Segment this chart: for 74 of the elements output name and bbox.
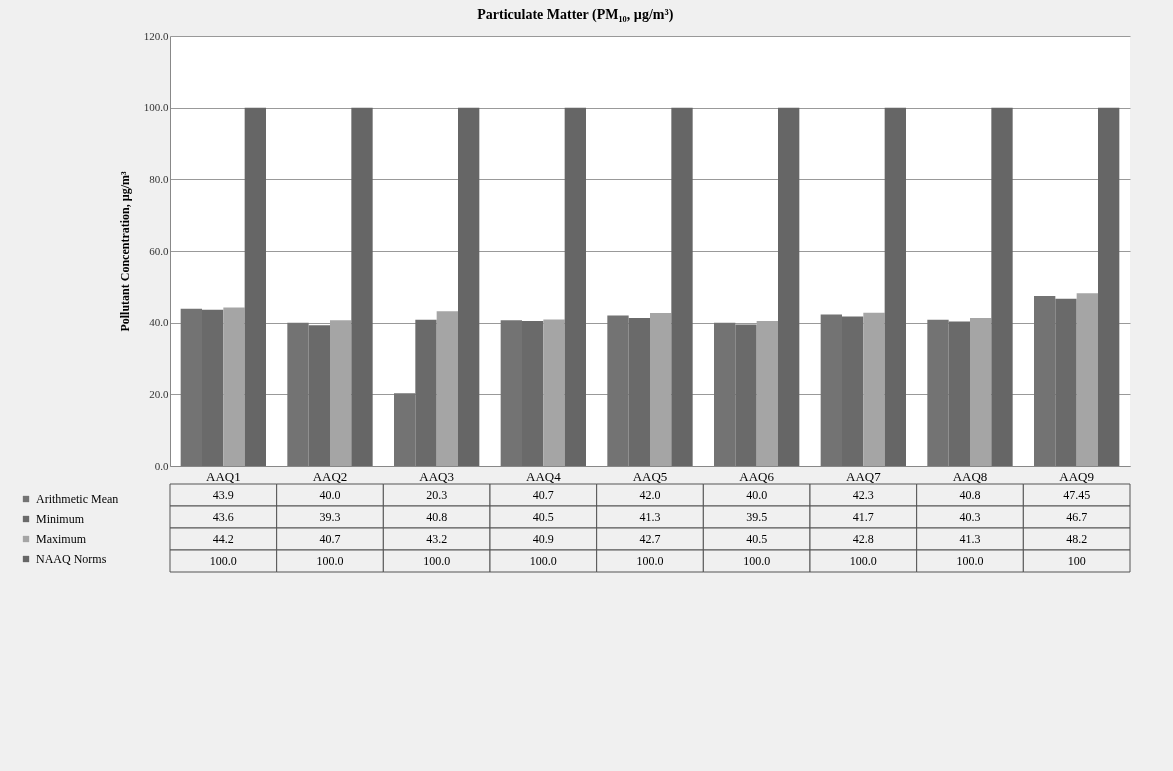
data-label: 41.3 <box>959 532 981 546</box>
bar <box>991 107 1013 466</box>
y-tick-label: 20.0 <box>149 387 169 400</box>
bar <box>458 107 480 466</box>
bar <box>223 307 245 466</box>
legend-label: Arithmetic Mean <box>36 492 119 506</box>
bar <box>564 107 586 466</box>
data-label: 40.9 <box>532 532 554 546</box>
data-label: 100.0 <box>529 554 557 568</box>
data-label: 100.0 <box>956 554 984 568</box>
y-tick-label: 40.0 <box>149 316 169 329</box>
data-label: 100.0 <box>423 554 451 568</box>
data-label: 39.5 <box>746 510 768 524</box>
bar <box>1076 293 1098 466</box>
data-label: 40.5 <box>532 510 554 524</box>
data-label: 40.0 <box>746 488 768 502</box>
x-tick-label: AAQ2 <box>312 468 348 484</box>
data-label: 40.0 <box>319 488 341 502</box>
x-tick-label: AAQ9 <box>1059 468 1094 484</box>
y-tick-label: 120.0 <box>143 29 169 42</box>
bar <box>863 312 885 466</box>
data-label: 42.8 <box>852 532 874 546</box>
bar <box>543 319 565 466</box>
x-tick-label: AAQ5 <box>632 468 668 484</box>
data-label: 100.0 <box>743 554 771 568</box>
data-label: 41.3 <box>639 510 661 524</box>
bar <box>244 107 266 466</box>
x-tick-label: AAQ4 <box>526 468 562 484</box>
data-label: 20.3 <box>426 488 448 502</box>
data-label: 43.9 <box>212 488 234 502</box>
data-label: 42.0 <box>639 488 661 502</box>
data-label: 100.0 <box>316 554 344 568</box>
x-tick-label: AAQ8 <box>952 468 988 484</box>
data-label: 100 <box>1067 554 1086 568</box>
x-tick-label: AAQ1 <box>206 468 241 484</box>
data-label: 46.7 <box>1066 510 1088 524</box>
bar <box>778 107 800 466</box>
data-label: 100.0 <box>849 554 877 568</box>
legend-label: Minimum <box>36 512 85 526</box>
data-label: 42.7 <box>639 532 661 546</box>
data-label: 100.0 <box>209 554 237 568</box>
x-tick-label: AAQ3 <box>419 468 454 484</box>
data-label: 43.2 <box>426 532 448 546</box>
data-label: 44.2 <box>212 532 234 546</box>
y-tick-label: 60.0 <box>149 244 169 257</box>
data-label: 43.6 <box>212 510 234 524</box>
data-label: 40.3 <box>959 510 981 524</box>
bar <box>436 311 458 466</box>
legend-label: NAAQ Norms <box>36 552 107 566</box>
bar <box>650 312 672 466</box>
data-label: 100.0 <box>636 554 664 568</box>
y-tick-label: 0.0 <box>154 459 169 472</box>
chart-title: Particulate Matter (PM₁₀, µg/m³) <box>477 7 674 23</box>
data-label: 40.8 <box>426 510 448 524</box>
data-label: 40.8 <box>959 488 981 502</box>
bar <box>351 107 373 466</box>
y-axis-title: Pollutant Concentration, µg/m³ <box>117 171 132 332</box>
bar <box>671 107 693 466</box>
x-tick-label: AAQ7 <box>846 468 882 484</box>
y-tick-label: 100.0 <box>143 101 169 114</box>
bar <box>970 318 992 466</box>
data-label: 41.7 <box>852 510 874 524</box>
data-label: 47.45 <box>1063 488 1091 502</box>
data-label: 42.3 <box>852 488 874 502</box>
data-label: 40.7 <box>319 532 341 546</box>
data-label: 48.2 <box>1066 532 1088 546</box>
data-label: 40.7 <box>532 488 554 502</box>
data-label: 40.5 <box>746 532 768 546</box>
bar <box>884 107 906 466</box>
data-label: 39.3 <box>319 510 341 524</box>
bar <box>1098 107 1120 466</box>
y-tick-label: 80.0 <box>149 172 169 185</box>
legend-label: Maximum <box>36 532 87 546</box>
x-tick-label: AAQ6 <box>739 468 775 484</box>
